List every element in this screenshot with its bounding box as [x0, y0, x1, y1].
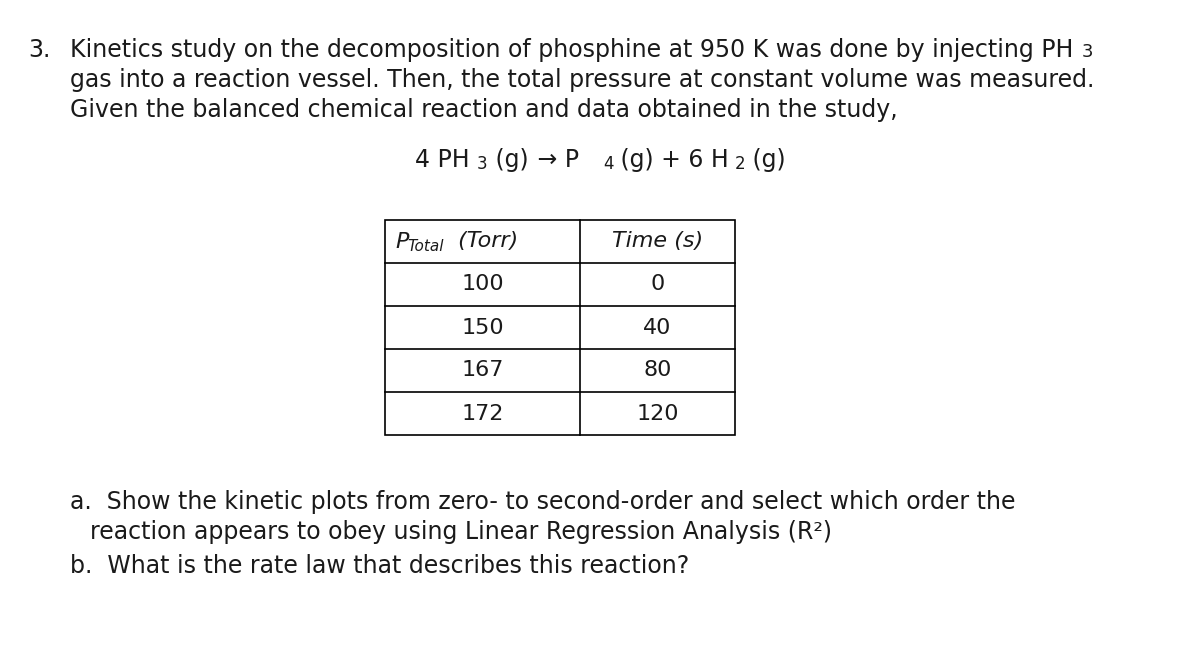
Text: (Torr): (Torr): [451, 232, 518, 252]
Text: Given the balanced chemical reaction and data obtained in the study,: Given the balanced chemical reaction and…: [70, 98, 898, 122]
Text: 2: 2: [734, 155, 745, 173]
Text: 0: 0: [650, 275, 665, 295]
Text: 3.: 3.: [28, 38, 50, 62]
Text: 100: 100: [461, 275, 504, 295]
Text: (g): (g): [488, 148, 529, 172]
Text: 4: 4: [604, 155, 613, 173]
Text: gas into a reaction vessel. Then, the total pressure at constant volume was meas: gas into a reaction vessel. Then, the to…: [70, 68, 1094, 92]
Text: 4 PH: 4 PH: [415, 148, 469, 172]
Text: 150: 150: [461, 317, 504, 337]
Text: 40: 40: [643, 317, 672, 337]
Text: 120: 120: [636, 404, 679, 424]
Text: → P: → P: [530, 148, 580, 172]
Text: 167: 167: [461, 360, 504, 380]
Text: Time (s): Time (s): [612, 232, 703, 252]
Text: Kinetics study on the decomposition of phosphine at 950 K was done by injecting : Kinetics study on the decomposition of p…: [70, 38, 1073, 62]
Bar: [385, 220, 734, 435]
Text: b.  What is the rate law that describes this reaction?: b. What is the rate law that describes t…: [70, 554, 689, 578]
Text: 3: 3: [478, 155, 487, 173]
Text: (g) + 6 H: (g) + 6 H: [613, 148, 728, 172]
Text: a.  Show the kinetic plots from zero- to second-order and select which order the: a. Show the kinetic plots from zero- to …: [70, 490, 1015, 514]
Text: P: P: [395, 232, 408, 252]
Text: 172: 172: [461, 404, 504, 424]
Text: Total: Total: [407, 239, 444, 254]
Text: 3: 3: [1082, 43, 1093, 61]
Text: reaction appears to obey using Linear Regression Analysis (R²): reaction appears to obey using Linear Re…: [90, 520, 832, 544]
Text: 80: 80: [643, 360, 672, 380]
Text: (g): (g): [745, 148, 786, 172]
